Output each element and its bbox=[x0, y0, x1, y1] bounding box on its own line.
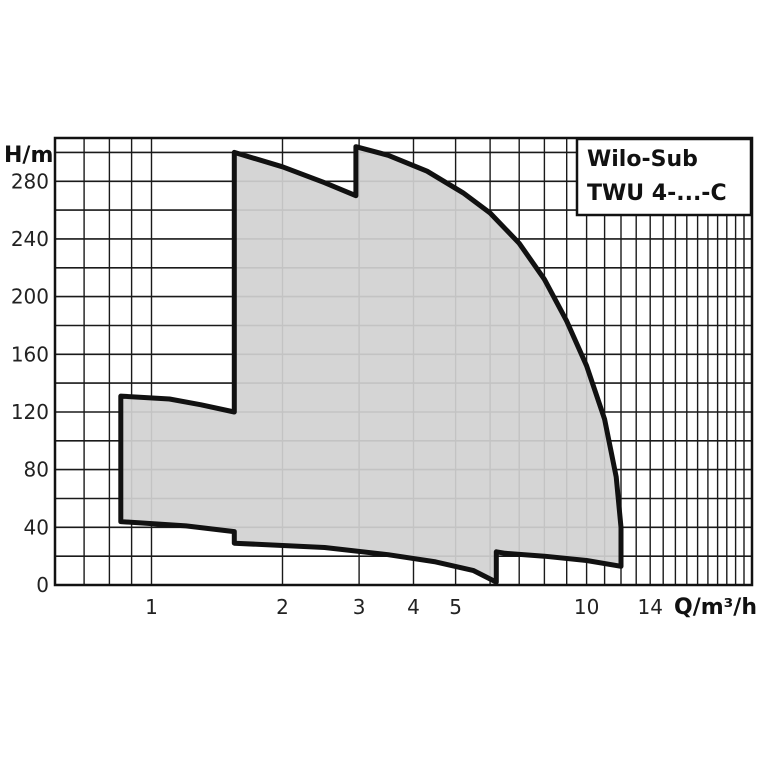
plot-frame bbox=[53, 136, 754, 587]
x-tick-label: 1 bbox=[145, 595, 158, 619]
operating-envelope-area bbox=[118, 144, 624, 585]
y-tick-label: 240 bbox=[11, 227, 49, 251]
x-axis-title: Q/m³/h bbox=[674, 595, 757, 620]
x-tick-label: 10 bbox=[574, 595, 599, 619]
y-tick-labels: 0 40 80 120 160 200 240 280 bbox=[11, 169, 49, 597]
legend-line-model: TWU 4-...-C bbox=[587, 181, 727, 206]
y-tick-label: 120 bbox=[11, 400, 49, 424]
y-tick-label: 0 bbox=[36, 573, 49, 597]
y-tick-label: 40 bbox=[24, 515, 49, 539]
x-tick-label: 14 bbox=[637, 595, 662, 619]
x-tick-label: 5 bbox=[449, 595, 462, 619]
y-tick-label: 160 bbox=[11, 342, 49, 366]
x-tick-labels: 1 2 3 4 5 10 14 bbox=[145, 595, 663, 619]
y-axis-title: H/m bbox=[4, 143, 53, 168]
legend-line-series: Wilo-Sub bbox=[587, 147, 698, 172]
y-tick-label: 200 bbox=[11, 285, 49, 309]
x-tick-label: 3 bbox=[353, 595, 366, 619]
legend-frame bbox=[575, 137, 753, 217]
legend-box: Wilo-Sub TWU 4-...-C bbox=[575, 137, 753, 217]
y-tick-label: 80 bbox=[24, 458, 49, 482]
y-tick-label: 280 bbox=[11, 169, 49, 193]
x-tick-label: 2 bbox=[276, 595, 289, 619]
x-tick-label: 4 bbox=[407, 595, 420, 619]
